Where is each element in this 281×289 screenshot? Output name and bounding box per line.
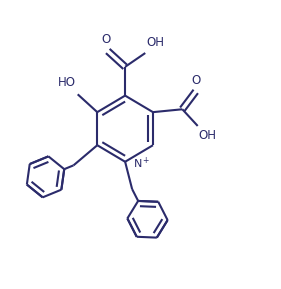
Text: N$^+$: N$^+$: [133, 155, 151, 171]
Text: OH: OH: [146, 36, 164, 49]
Text: O: O: [102, 33, 111, 46]
Text: HO: HO: [58, 76, 76, 89]
Text: OH: OH: [199, 129, 217, 142]
Text: O: O: [192, 74, 201, 87]
